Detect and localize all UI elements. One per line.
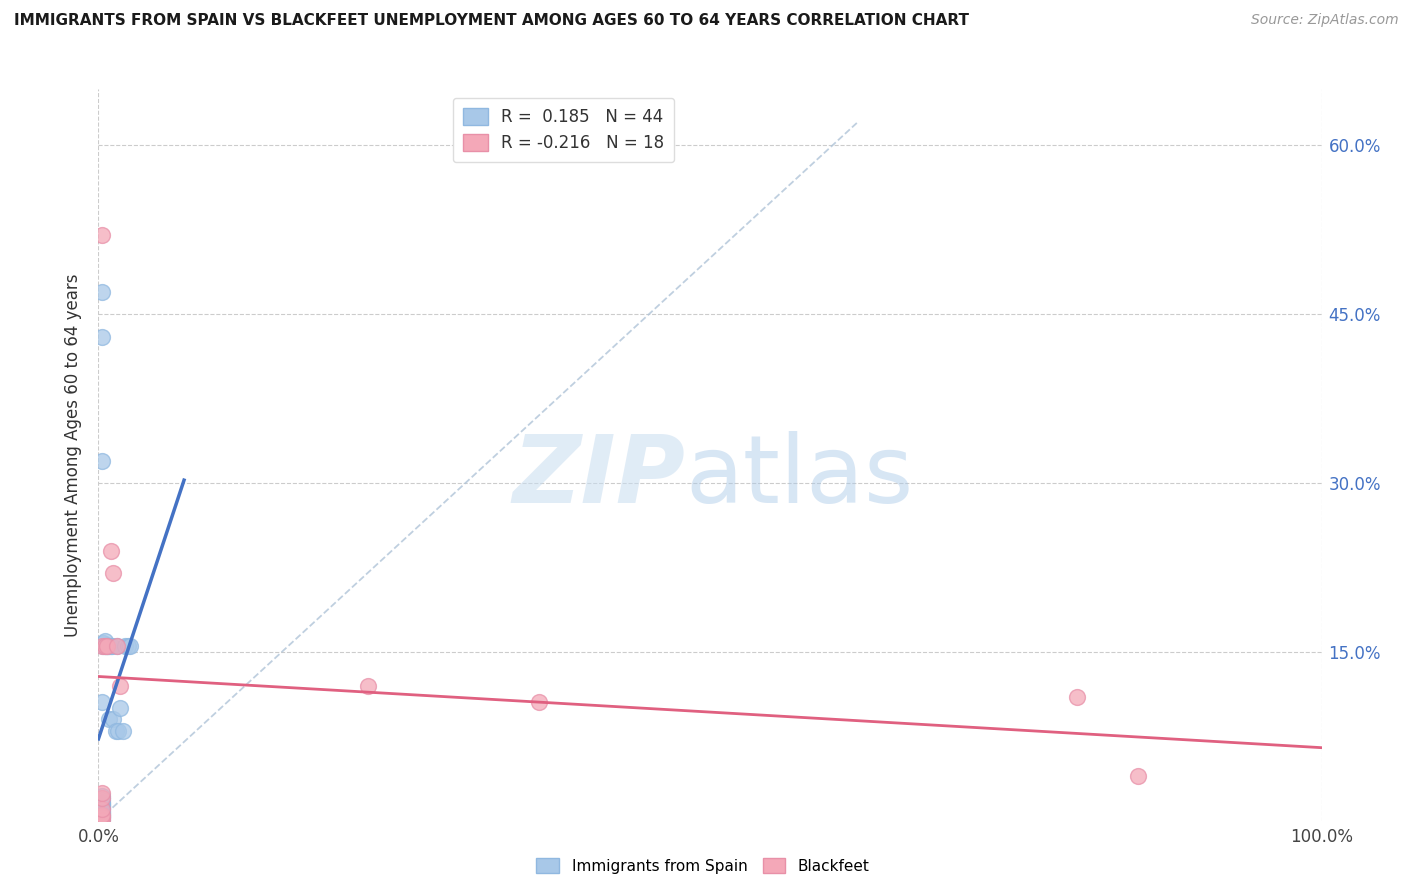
- Point: [91, 810, 114, 824]
- Point: [91, 785, 114, 799]
- Point: [91, 639, 114, 653]
- Point: [91, 806, 114, 821]
- Point: [91, 813, 114, 827]
- Point: [527, 696, 550, 710]
- Point: [91, 804, 114, 818]
- Point: [93, 633, 115, 648]
- Point: [91, 810, 114, 824]
- Text: IMMIGRANTS FROM SPAIN VS BLACKFEET UNEMPLOYMENT AMONG AGES 60 TO 64 YEARS CORREL: IMMIGRANTS FROM SPAIN VS BLACKFEET UNEMP…: [14, 13, 969, 29]
- Point: [101, 639, 124, 653]
- Point: [93, 639, 115, 653]
- Text: ZIP: ZIP: [513, 431, 686, 523]
- Point: [97, 639, 120, 653]
- Point: [114, 639, 136, 653]
- Point: [91, 802, 114, 816]
- Text: atlas: atlas: [686, 431, 914, 523]
- Point: [100, 639, 122, 653]
- Point: [91, 228, 114, 243]
- Point: [105, 639, 128, 653]
- Point: [91, 805, 114, 820]
- Point: [107, 723, 129, 738]
- Point: [117, 639, 139, 653]
- Point: [91, 796, 114, 810]
- Point: [91, 789, 114, 803]
- Point: [91, 791, 114, 805]
- Point: [110, 679, 132, 693]
- Point: [91, 791, 114, 805]
- Point: [91, 802, 114, 816]
- Point: [356, 679, 378, 693]
- Legend: R =  0.185   N = 44, R = -0.216   N = 18: R = 0.185 N = 44, R = -0.216 N = 18: [453, 97, 673, 162]
- Point: [101, 566, 124, 580]
- Point: [91, 795, 114, 809]
- Legend: Immigrants from Spain, Blackfeet: Immigrants from Spain, Blackfeet: [530, 852, 876, 880]
- Point: [101, 712, 124, 726]
- Point: [91, 330, 114, 344]
- Point: [111, 723, 134, 738]
- Point: [96, 639, 118, 653]
- Point: [98, 712, 121, 726]
- Point: [91, 799, 114, 814]
- Point: [96, 639, 118, 653]
- Point: [91, 809, 114, 823]
- Y-axis label: Unemployment Among Ages 60 to 64 years: Unemployment Among Ages 60 to 64 years: [65, 273, 83, 637]
- Point: [91, 805, 114, 819]
- Point: [91, 636, 114, 650]
- Point: [1128, 769, 1150, 783]
- Point: [91, 811, 114, 825]
- Point: [91, 808, 114, 822]
- Point: [91, 793, 114, 807]
- Point: [91, 696, 114, 710]
- Point: [110, 701, 132, 715]
- Point: [91, 801, 114, 815]
- Point: [91, 813, 114, 827]
- Point: [94, 639, 117, 653]
- Text: Source: ZipAtlas.com: Source: ZipAtlas.com: [1251, 13, 1399, 28]
- Point: [91, 808, 114, 822]
- Point: [91, 639, 114, 653]
- Point: [120, 639, 142, 653]
- Point: [91, 453, 114, 467]
- Point: [91, 800, 114, 814]
- Point: [91, 285, 114, 299]
- Point: [93, 639, 115, 653]
- Point: [104, 723, 127, 738]
- Point: [100, 543, 122, 558]
- Point: [1066, 690, 1088, 704]
- Point: [91, 797, 114, 811]
- Point: [98, 639, 121, 653]
- Point: [91, 797, 114, 812]
- Point: [105, 639, 128, 653]
